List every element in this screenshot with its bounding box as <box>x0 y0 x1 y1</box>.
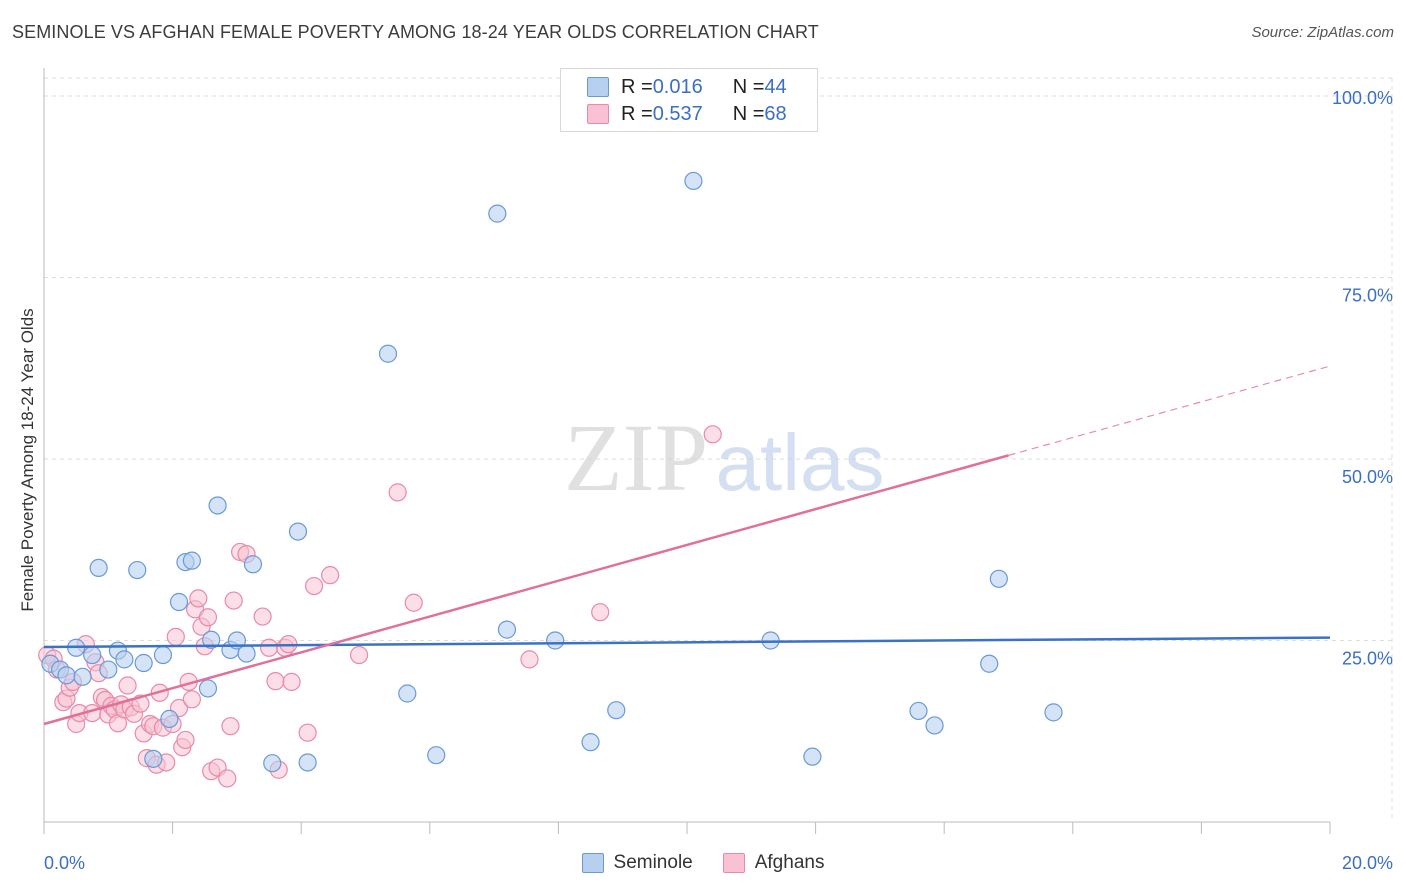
y-axis-label: Female Poverty Among 18-24 Year Olds <box>18 308 37 612</box>
seminole-point <box>427 746 446 765</box>
seminole-legend-swatch <box>581 853 604 873</box>
afghan-point <box>259 638 279 657</box>
afghan-point <box>118 676 137 695</box>
seminole-point <box>288 522 308 541</box>
seminole-point <box>398 684 417 703</box>
seminole-point <box>144 749 163 768</box>
afghan-r-label: R = <box>621 102 653 125</box>
seminole-point <box>909 701 928 721</box>
seminole-trend-line <box>43 636 1331 649</box>
seminole-n-value: 44 <box>764 75 787 98</box>
legend-row-seminole: R = 0.016 N = 44 <box>587 74 787 100</box>
series-legend: Seminole Afghans <box>0 852 1406 874</box>
seminole-legend-label: Seminole <box>613 852 693 873</box>
afghan-n-label: N = <box>732 102 765 125</box>
y-tick-label: 50.0% <box>1342 467 1393 487</box>
seminole-point <box>182 551 201 570</box>
afghan-point <box>189 589 208 608</box>
seminole-swatch <box>587 77 609 97</box>
watermark-zip: ZIP <box>564 404 708 511</box>
seminole-point <box>153 645 173 665</box>
seminole-point <box>243 555 263 574</box>
seminole-point <box>488 204 507 223</box>
afghan-point <box>298 723 317 742</box>
seminole-point <box>607 701 626 720</box>
seminole-point <box>803 747 822 766</box>
afghan-point <box>218 769 237 788</box>
afghan-point <box>266 672 285 691</box>
seminole-r-value: 0.016 <box>652 75 703 98</box>
seminole-point <box>208 496 227 515</box>
seminole-point <box>115 650 134 669</box>
seminole-point <box>99 660 118 679</box>
afghan-legend-label: Afghans <box>754 852 825 873</box>
seminole-point <box>298 753 317 772</box>
tick-labels: 25.0% 50.0% 75.0% 100.0% 0.0% 20.0% <box>44 88 1393 873</box>
seminole-r-label: R = <box>621 75 653 98</box>
afghan-point <box>349 645 369 665</box>
afghan-point <box>166 627 185 646</box>
seminole-point <box>83 645 102 665</box>
x-tick-label: 20.0% <box>1342 853 1393 873</box>
afghan-point <box>703 425 722 444</box>
afghan-trend-extension <box>1008 365 1331 456</box>
seminole-point <box>169 592 189 612</box>
seminole-point <box>89 558 108 578</box>
legend-row-afghans: R = 0.537 N = 68 <box>587 101 787 127</box>
afghan-point <box>282 672 301 691</box>
seminole-point <box>134 653 153 673</box>
afghan-point <box>520 650 539 669</box>
afghan-point <box>388 483 407 502</box>
afghan-point <box>321 566 340 585</box>
seminole-point <box>263 754 282 773</box>
seminole-point <box>989 569 1008 588</box>
afghan-trend-line <box>43 454 1009 726</box>
legend-item-seminole[interactable]: Seminole <box>581 852 693 874</box>
seminole-point <box>198 679 218 698</box>
afghan-legend-swatch <box>722 853 745 873</box>
afghan-point <box>591 603 610 622</box>
seminole-point <box>237 644 256 663</box>
seminole-point <box>497 620 517 639</box>
watermark: ZIP atlas <box>564 404 884 511</box>
seminole-point <box>684 171 703 191</box>
seminole-point <box>202 630 221 649</box>
y-tick-label: 75.0% <box>1342 286 1393 306</box>
axes <box>43 68 1331 834</box>
afghan-points <box>38 425 722 788</box>
seminole-point <box>581 733 600 752</box>
seminole-point <box>128 560 147 580</box>
seminole-point <box>73 667 92 686</box>
seminole-point <box>160 709 179 729</box>
watermark-atlas: atlas <box>716 418 885 507</box>
chart-source: Source: ZipAtlas.com <box>1251 24 1394 41</box>
afghan-point <box>404 593 423 612</box>
seminole-point <box>57 666 76 685</box>
legend-item-afghans[interactable]: Afghans <box>722 852 825 874</box>
chart-title: SEMINOLE VS AFGHAN FEMALE POVERTY AMONG … <box>12 22 819 42</box>
afghan-n-value: 68 <box>764 102 787 125</box>
correlation-legend: R = 0.016 N = 44 R = 0.537 N = 68 <box>560 68 818 132</box>
afghan-point <box>198 608 218 627</box>
y-tick-label: 25.0% <box>1342 649 1393 669</box>
seminole-point <box>378 344 398 363</box>
afghan-point <box>224 591 243 610</box>
afghan-point <box>221 717 240 736</box>
afghan-r-value: 0.537 <box>652 102 703 125</box>
afghan-swatch <box>587 104 609 124</box>
seminole-n-label: N = <box>732 75 765 98</box>
afghan-point <box>304 576 324 596</box>
afghan-point <box>176 730 195 750</box>
seminole-point <box>546 631 565 650</box>
seminole-point <box>1044 703 1063 722</box>
seminole-point <box>925 716 944 735</box>
afghan-point <box>182 690 201 709</box>
y-tick-label: 100.0% <box>1332 88 1393 108</box>
x-tick-label: 0.0% <box>44 853 85 873</box>
seminole-point <box>980 654 999 673</box>
trend-lines <box>43 365 1331 726</box>
afghan-point <box>253 607 272 626</box>
